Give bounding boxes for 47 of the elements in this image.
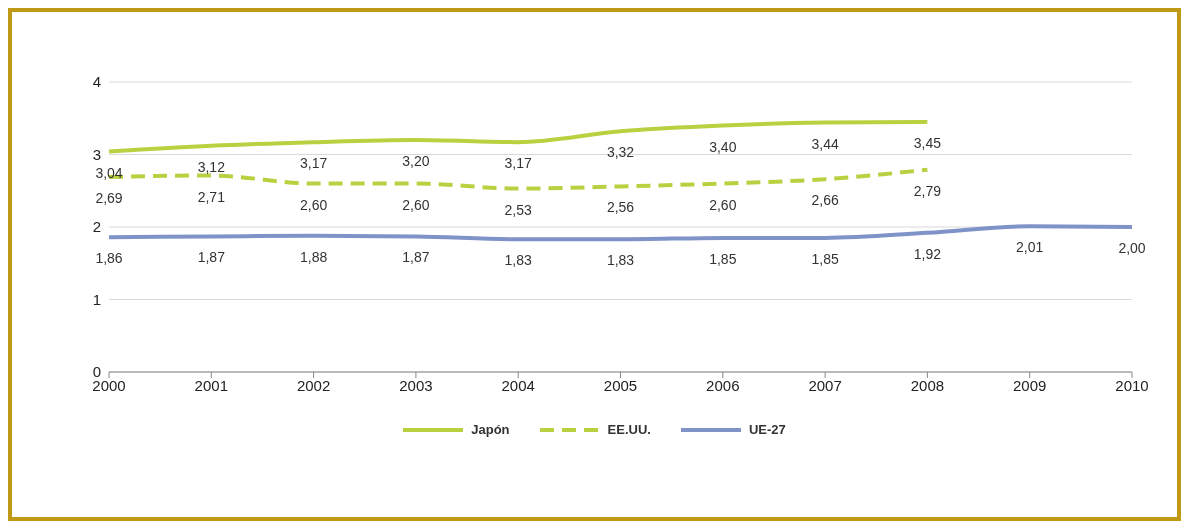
data-label: 3,17 [299, 155, 328, 172]
x-tick-label: 2001 [194, 376, 228, 394]
x-tick-label: 2010 [1115, 376, 1149, 394]
data-label: 2,53 [504, 201, 533, 218]
x-tick-label: 2004 [501, 376, 535, 394]
data-label: 1,86 [95, 250, 123, 267]
data-label: 2,56 [606, 199, 635, 216]
data-label: 1,92 [913, 245, 942, 262]
legend-label: Japón [471, 422, 510, 437]
data-label: 2,60 [299, 196, 328, 213]
data-label: 3,40 [709, 138, 737, 155]
x-tick-label: 2008 [910, 376, 945, 394]
legend-label: EE.UU. [607, 422, 651, 437]
x-tick-label: 2009 [1013, 376, 1047, 394]
data-label: 1,87 [197, 249, 226, 266]
data-label: 2,69 [95, 189, 123, 206]
data-label: 2,60 [402, 196, 430, 213]
data-label: 3,17 [504, 155, 533, 172]
x-tick-label: 2003 [399, 376, 433, 394]
data-label: 1,85 [709, 250, 737, 267]
y-tick-label: 1 [92, 290, 101, 308]
y-tick-label: 4 [92, 73, 101, 91]
y-tick-label: 2 [92, 218, 101, 236]
data-label: 3,45 [913, 134, 942, 151]
data-label: 1,83 [606, 252, 635, 269]
data-label: 1,88 [299, 248, 328, 265]
data-label: 2,60 [709, 196, 737, 213]
y-tick-label: 3 [92, 145, 101, 163]
data-label: 3,44 [811, 135, 839, 152]
x-tick-label: 2005 [603, 376, 638, 394]
data-label: 2,00 [1118, 240, 1146, 256]
data-label: 3,12 [197, 158, 226, 175]
data-label: 2,79 [913, 182, 942, 199]
data-label: 1,87 [402, 249, 430, 266]
data-label: 1,83 [504, 252, 533, 269]
data-label: 1,85 [811, 250, 839, 267]
data-label: 2,66 [811, 192, 839, 209]
data-label: 2,71 [197, 188, 226, 205]
x-tick-label: 2002 [296, 376, 331, 394]
data-label: 3,32 [606, 144, 635, 161]
data-label: 3,04 [95, 164, 123, 181]
data-label: 2,01 [1016, 239, 1044, 256]
x-tick-label: 2007 [808, 376, 842, 394]
legend-label: UE-27 [748, 422, 786, 437]
data-label: 3,20 [402, 153, 430, 169]
line-series [107, 224, 1134, 242]
x-tick-label: 2006 [706, 376, 740, 394]
